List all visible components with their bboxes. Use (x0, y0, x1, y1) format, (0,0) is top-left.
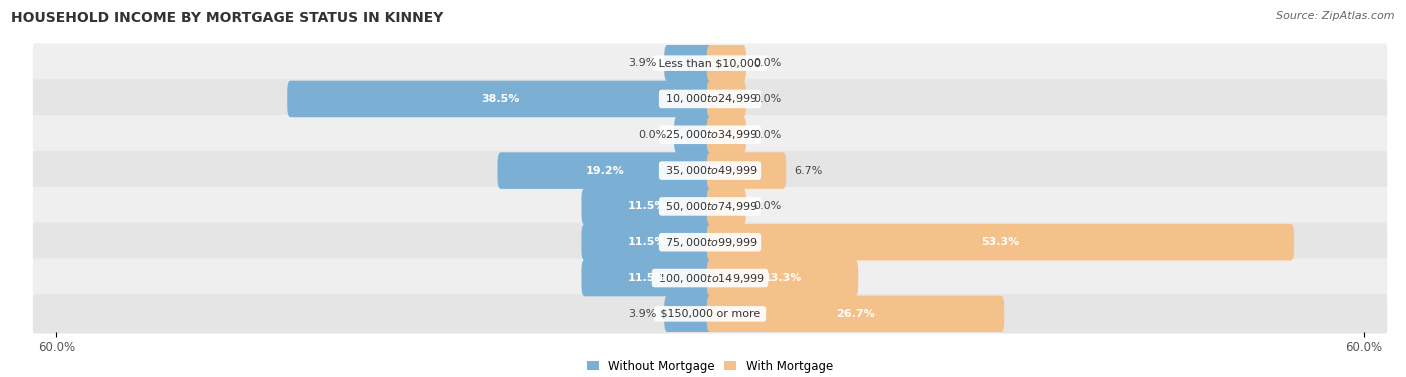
FancyBboxPatch shape (707, 296, 1004, 332)
Text: 3.9%: 3.9% (628, 309, 657, 319)
FancyBboxPatch shape (582, 188, 713, 225)
Text: 11.5%: 11.5% (628, 201, 666, 211)
Text: 26.7%: 26.7% (837, 309, 875, 319)
FancyBboxPatch shape (32, 79, 1388, 119)
FancyBboxPatch shape (707, 188, 747, 225)
FancyBboxPatch shape (32, 115, 1388, 155)
Text: Source: ZipAtlas.com: Source: ZipAtlas.com (1277, 11, 1395, 21)
FancyBboxPatch shape (707, 116, 747, 153)
Text: 0.0%: 0.0% (754, 94, 782, 104)
FancyBboxPatch shape (707, 45, 747, 81)
Text: 11.5%: 11.5% (628, 237, 666, 247)
Text: Less than $10,000: Less than $10,000 (655, 58, 765, 68)
FancyBboxPatch shape (582, 224, 713, 261)
FancyBboxPatch shape (498, 152, 713, 189)
FancyBboxPatch shape (32, 151, 1388, 190)
FancyBboxPatch shape (664, 45, 713, 81)
FancyBboxPatch shape (32, 258, 1388, 298)
Text: $150,000 or more: $150,000 or more (657, 309, 763, 319)
Text: 6.7%: 6.7% (794, 166, 823, 176)
Text: 0.0%: 0.0% (754, 201, 782, 211)
Text: $35,000 to $49,999: $35,000 to $49,999 (662, 164, 758, 177)
FancyBboxPatch shape (707, 81, 747, 117)
Text: $10,000 to $24,999: $10,000 to $24,999 (662, 92, 758, 106)
Text: $50,000 to $74,999: $50,000 to $74,999 (662, 200, 758, 213)
Text: 19.2%: 19.2% (586, 166, 624, 176)
Text: 13.3%: 13.3% (763, 273, 801, 283)
FancyBboxPatch shape (287, 81, 713, 117)
FancyBboxPatch shape (707, 260, 858, 296)
FancyBboxPatch shape (707, 152, 786, 189)
FancyBboxPatch shape (32, 294, 1388, 334)
FancyBboxPatch shape (32, 222, 1388, 262)
Text: 11.5%: 11.5% (628, 273, 666, 283)
Text: $25,000 to $34,999: $25,000 to $34,999 (662, 128, 758, 141)
FancyBboxPatch shape (32, 43, 1388, 83)
FancyBboxPatch shape (673, 116, 713, 153)
Text: HOUSEHOLD INCOME BY MORTGAGE STATUS IN KINNEY: HOUSEHOLD INCOME BY MORTGAGE STATUS IN K… (11, 11, 444, 25)
Text: 0.0%: 0.0% (754, 130, 782, 140)
FancyBboxPatch shape (707, 224, 1294, 261)
FancyBboxPatch shape (664, 296, 713, 332)
Text: $100,000 to $149,999: $100,000 to $149,999 (655, 271, 765, 285)
Text: 38.5%: 38.5% (481, 94, 519, 104)
Text: 0.0%: 0.0% (754, 58, 782, 68)
Text: $75,000 to $99,999: $75,000 to $99,999 (662, 236, 758, 249)
Text: 0.0%: 0.0% (638, 130, 666, 140)
FancyBboxPatch shape (32, 187, 1388, 226)
Text: 53.3%: 53.3% (981, 237, 1019, 247)
Legend: Without Mortgage, With Mortgage: Without Mortgage, With Mortgage (582, 355, 838, 377)
FancyBboxPatch shape (582, 260, 713, 296)
Text: 3.9%: 3.9% (628, 58, 657, 68)
